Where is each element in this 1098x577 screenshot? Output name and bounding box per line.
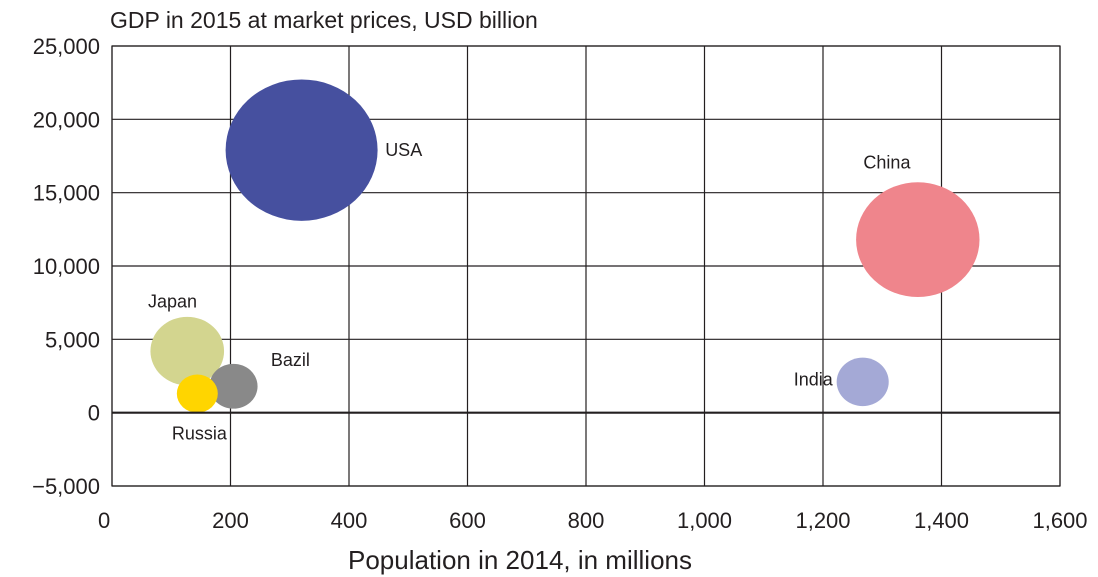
plot-border	[111, 45, 1061, 487]
bubble-label-bazil: Bazil	[271, 350, 310, 370]
y-tick-label: 15,000	[33, 181, 100, 206]
x-tick-label: 1,600	[1032, 508, 1087, 533]
bubble-china	[856, 182, 980, 297]
plot-frame	[111, 45, 1061, 487]
y-tick-label: 10,000	[33, 254, 100, 279]
x-tick-labels: 0 200 400 600 800 1,000 1,200 1,400 1,600	[98, 508, 1088, 533]
y-tick-labels: 25,000 20,000 15,000 10,000 5,000 0 −5,000	[32, 34, 100, 499]
bubble-label-china: China	[863, 152, 911, 172]
bubble-label-japan: Japan	[148, 291, 197, 311]
x-axis-label: Population in 2014, in millions	[348, 545, 692, 575]
chart-title: GDP in 2015 at market prices, USD billio…	[110, 7, 538, 33]
bubble-labels: USA China Japan Bazil Russia India	[148, 140, 911, 443]
y-tick-label: 5,000	[45, 327, 100, 352]
x-tick-label: 1,400	[914, 508, 969, 533]
y-tick-label: −5,000	[32, 474, 100, 499]
x-tick-label: 400	[331, 508, 368, 533]
bubble-label-russia: Russia	[172, 424, 228, 444]
bubble-japan	[150, 316, 225, 386]
bubble-label-usa: USA	[385, 140, 422, 160]
x-tick-label: 600	[449, 508, 486, 533]
x-tick-label: 1,200	[795, 508, 850, 533]
bubbles	[150, 79, 980, 413]
x-tick-label: 800	[568, 508, 605, 533]
y-tick-label: 25,000	[33, 34, 100, 59]
x-tick-label: 1,000	[677, 508, 732, 533]
y-tick-label: 0	[88, 401, 100, 426]
bubble-russia	[176, 374, 218, 413]
bubble-bazil	[209, 363, 258, 409]
bubble-india	[836, 357, 889, 407]
x-tick-label: 200	[212, 508, 249, 533]
bubble-usa	[225, 79, 378, 221]
x-tick-label: 0	[98, 508, 110, 533]
y-tick-label: 20,000	[33, 107, 100, 132]
bubble-label-india: India	[794, 369, 834, 389]
